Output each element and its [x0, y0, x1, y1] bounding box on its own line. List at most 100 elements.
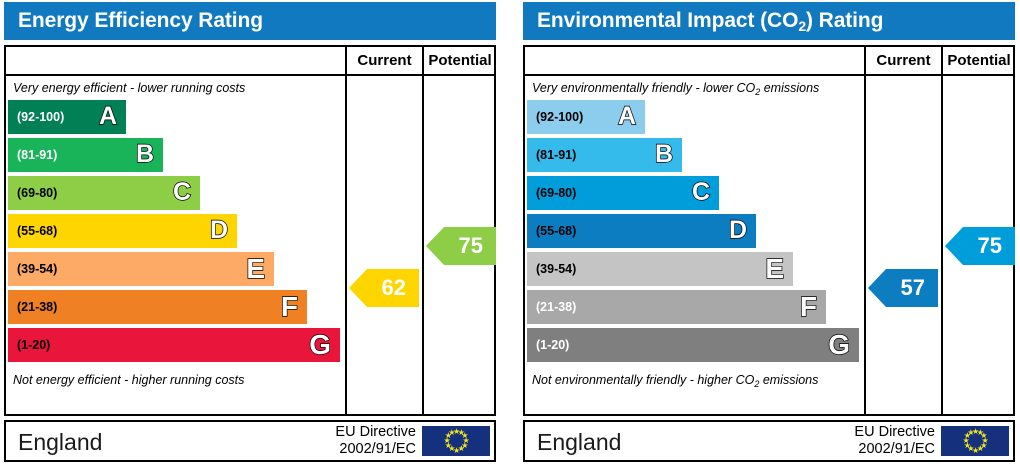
eu-flag-star: ★	[457, 444, 465, 454]
band-range-g: (1-20)	[17, 338, 51, 352]
band-row-f: (21-38) F	[8, 290, 307, 324]
eu-flag-star: ★	[444, 431, 452, 441]
co2-current-rating-arrow: 57	[868, 269, 938, 307]
co2-panel-title: Environmental Impact (CO2) Rating	[523, 2, 1015, 40]
energy-eu-directive-line2: 2002/91/EC	[339, 441, 416, 457]
eu-flag-star: ★	[963, 440, 971, 450]
co2-table-header-row: Current Potential	[525, 47, 1013, 76]
co2-current-rating-value: 57	[900, 275, 925, 300]
band-row-d: (55-68) D	[527, 214, 756, 248]
band-row-d: (55-68) D	[8, 214, 237, 248]
band-row-e: (39-54) E	[527, 252, 793, 286]
band-range-d: (55-68)	[536, 224, 577, 238]
energy-footer: England EU Directive 2002/91/EC ★ ★ ★ ★ ★ ★ ★ ★…	[4, 420, 496, 462]
co2-eu-directive-label: EU Directive 2002/91/EC	[785, 424, 935, 458]
eu-flag-star: ★	[453, 426, 461, 436]
eu-flag-star: ★	[443, 436, 451, 445]
band-row-a: (92-100) A	[527, 100, 645, 134]
band-range-f: (21-38)	[17, 300, 58, 314]
band-row-a: (92-100) A	[8, 100, 126, 134]
co2-caption-top-pre: Very environmentally friendly - lower CO	[532, 81, 756, 95]
eu-flag-star: ★	[453, 445, 461, 455]
energy-column-header-current: Current	[345, 47, 422, 74]
band-row-e: (39-54) E	[8, 252, 274, 286]
energy-panel-title: Energy Efficiency Rating	[4, 2, 496, 40]
energy-caption-top: Very energy efficient - lower running co…	[13, 81, 246, 95]
energy-panel-title-text: Energy Efficiency Rating	[18, 9, 263, 32]
eu-flag-star: ★	[448, 444, 456, 454]
co2-caption-bottom: Not environmentally friendly - higher CO…	[532, 369, 862, 391]
band-row-c: (69-80) C	[8, 176, 200, 210]
co2-column-divider-1	[864, 76, 866, 416]
co2-column-header-current: Current	[864, 47, 941, 74]
band-letter-f: F	[799, 290, 818, 322]
band-range-a: (92-100)	[536, 110, 584, 124]
eu-flag-star: ★	[461, 440, 469, 450]
band-letter-c: C	[172, 177, 191, 206]
eu-flag-star: ★	[462, 436, 470, 445]
environmental-impact-panel: Environmental Impact (CO2) Rating Curren…	[519, 0, 1019, 464]
co2-panel-title-prefix: Environmental Impact (CO	[537, 9, 799, 32]
band-row-c: (69-80) C	[527, 176, 719, 210]
band-range-e: (39-54)	[17, 262, 58, 276]
band-letter-a: A	[98, 101, 117, 130]
band-row-g: (1-20) G	[527, 328, 859, 362]
energy-column-header-potential: Potential	[422, 47, 496, 74]
band-row-b: (81-91) B	[527, 138, 682, 172]
co2-potential-rating-value: 75	[977, 233, 1002, 258]
band-letter-e: E	[765, 252, 785, 284]
band-range-b: (81-91)	[17, 148, 58, 162]
eu-flag-star: ★	[962, 436, 970, 445]
eu-flag-star: ★	[972, 426, 980, 436]
eu-flag-star: ★	[461, 431, 469, 441]
eu-flag-star: ★	[976, 427, 984, 437]
co2-potential-rating-arrow: 75	[945, 227, 1015, 265]
eu-flag-star: ★	[980, 440, 988, 450]
band-range-f: (21-38)	[536, 300, 577, 314]
co2-panel-title-suffix: ) Rating	[806, 9, 884, 32]
band-row-b: (81-91) B	[8, 138, 163, 172]
band-letter-c: C	[691, 177, 710, 206]
band-letter-d: D	[728, 215, 747, 244]
co2-caption-top: Very environmentally friendly - lower CO…	[532, 77, 862, 99]
energy-table-header-row: Current Potential	[6, 47, 494, 76]
eu-flag-star: ★	[967, 444, 975, 454]
energy-potential-rating-arrow: 75	[426, 227, 496, 265]
eu-flag-star: ★	[457, 427, 465, 437]
energy-column-divider-1	[345, 76, 347, 416]
co2-panel-title-subscript: 2	[798, 18, 806, 34]
eu-flag-star: ★	[963, 431, 971, 441]
energy-rating-table: Current Potential Very energy efficient …	[4, 45, 496, 416]
energy-current-rating-value: 62	[381, 275, 406, 300]
eu-flag-icon: ★ ★ ★ ★ ★ ★ ★ ★ ★ ★ ★ ★	[941, 426, 1009, 456]
eu-flag-star: ★	[967, 427, 975, 437]
co2-caption-top-subscript: 2	[755, 87, 761, 97]
band-letter-f: F	[280, 290, 299, 322]
band-letter-g: G	[828, 328, 851, 360]
co2-country-label: England	[537, 429, 622, 455]
energy-current-rating-arrow: 62	[349, 269, 419, 307]
co2-column-divider-2	[941, 76, 943, 416]
eu-flag-star: ★	[976, 444, 984, 454]
band-letter-e: E	[246, 252, 266, 284]
eu-flag-star: ★	[980, 431, 988, 441]
eu-flag-star: ★	[972, 445, 980, 455]
band-row-g: (1-20) G	[8, 328, 340, 362]
co2-caption-bottom-pre: Not environmentally friendly - higher CO	[532, 373, 755, 387]
band-letter-a: A	[617, 101, 636, 130]
co2-caption-bottom-subscript: 2	[754, 379, 760, 389]
eu-flag-star: ★	[444, 440, 452, 450]
eu-flag-star: ★	[981, 436, 989, 445]
band-range-b: (81-91)	[536, 148, 577, 162]
co2-caption-top-post: emissions	[760, 81, 820, 95]
co2-caption-bottom-post: emissions	[759, 373, 819, 387]
co2-column-header-potential: Potential	[941, 47, 1015, 74]
co2-footer: England EU Directive 2002/91/EC ★ ★ ★ ★ ★ ★ ★ ★…	[523, 420, 1015, 462]
band-range-e: (39-54)	[536, 262, 577, 276]
energy-eu-directive-label: EU Directive 2002/91/EC	[266, 424, 416, 458]
co2-band-list: (92-100) A (81-91) B (69-80) C (55-68) D (39-54)…	[527, 100, 862, 366]
band-letter-d: D	[209, 215, 228, 244]
co2-eu-directive-line2: 2002/91/EC	[858, 441, 935, 457]
band-range-a: (92-100)	[17, 110, 65, 124]
